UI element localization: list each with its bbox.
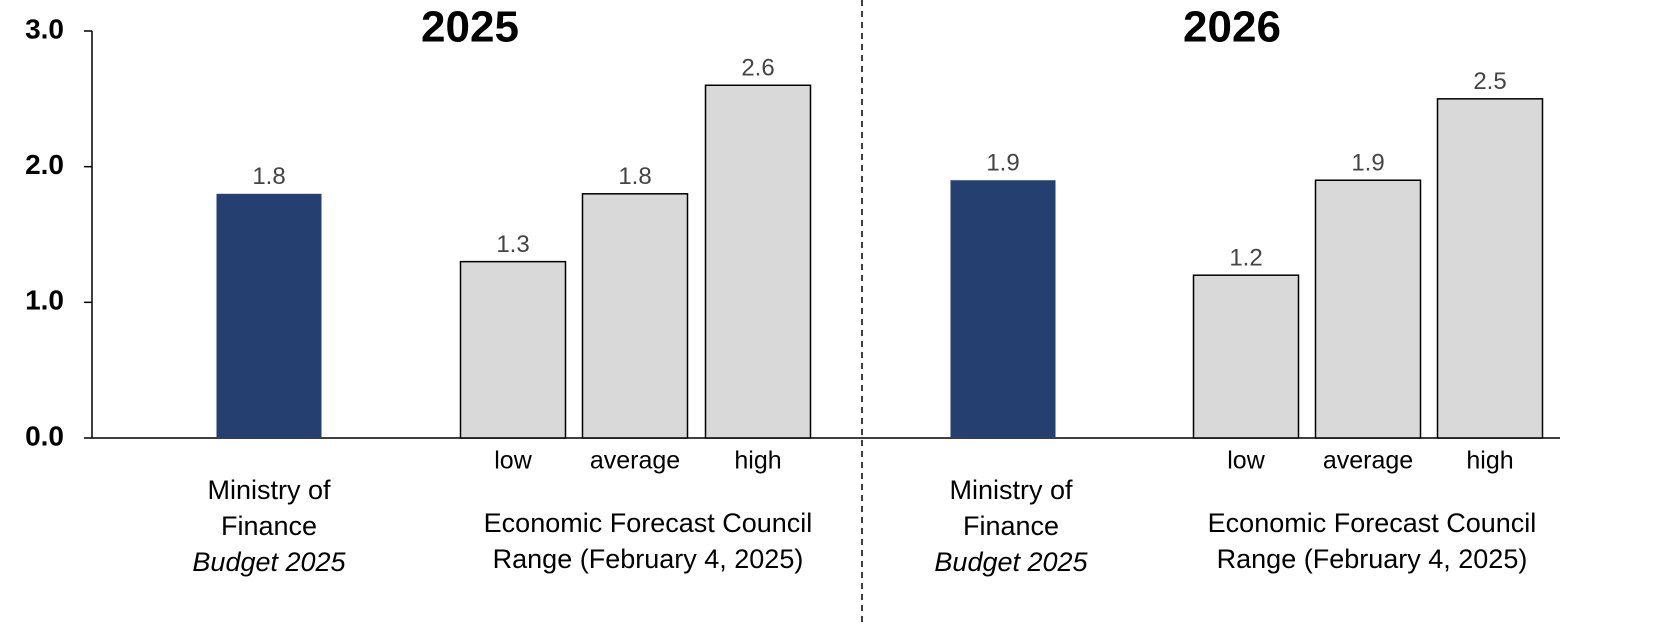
bar [216,193,322,438]
bar [1436,98,1544,439]
bar [581,193,689,439]
panel-title: 2026 [1183,3,1281,52]
group-label-italic: Budget 2025 [192,547,346,577]
bar [704,84,812,439]
group-label: Finance [963,511,1059,541]
value-label: 1.3 [496,231,529,258]
group-label-italic: Budget 2025 [934,547,1088,577]
group-label: Ministry of [949,475,1073,505]
bar [1314,179,1422,439]
x-tick-label: low [494,447,532,475]
group-label: Ministry of [207,475,331,505]
group-label: Economic Forecast Council [484,508,813,538]
value-label: 1.2 [1229,245,1262,272]
value-label: 2.6 [741,55,774,82]
group-label: Finance [221,511,317,541]
value-label: 1.8 [618,163,651,190]
bar [1192,274,1300,439]
x-tick-label: average [590,447,680,475]
y-tick-label: 1.0 [25,285,64,316]
value-label: 1.8 [252,163,285,190]
x-tick-label: high [1466,447,1513,475]
bar [950,180,1056,438]
y-tick-label: 2.0 [25,149,64,180]
y-tick-label: 0.0 [25,420,64,451]
group-label: Range (February 4, 2025) [1217,544,1528,574]
group-label: Range (February 4, 2025) [493,544,804,574]
y-tick-label: 3.0 [25,13,64,44]
bar [459,260,567,439]
group-label: Economic Forecast Council [1208,508,1537,538]
value-label: 1.9 [986,150,1019,177]
value-label: 2.5 [1473,68,1506,95]
panel-title: 2025 [421,3,519,52]
x-tick-label: average [1323,447,1413,475]
x-tick-label: high [734,447,781,475]
x-tick-label: low [1227,447,1265,475]
value-label: 1.9 [1351,150,1384,177]
